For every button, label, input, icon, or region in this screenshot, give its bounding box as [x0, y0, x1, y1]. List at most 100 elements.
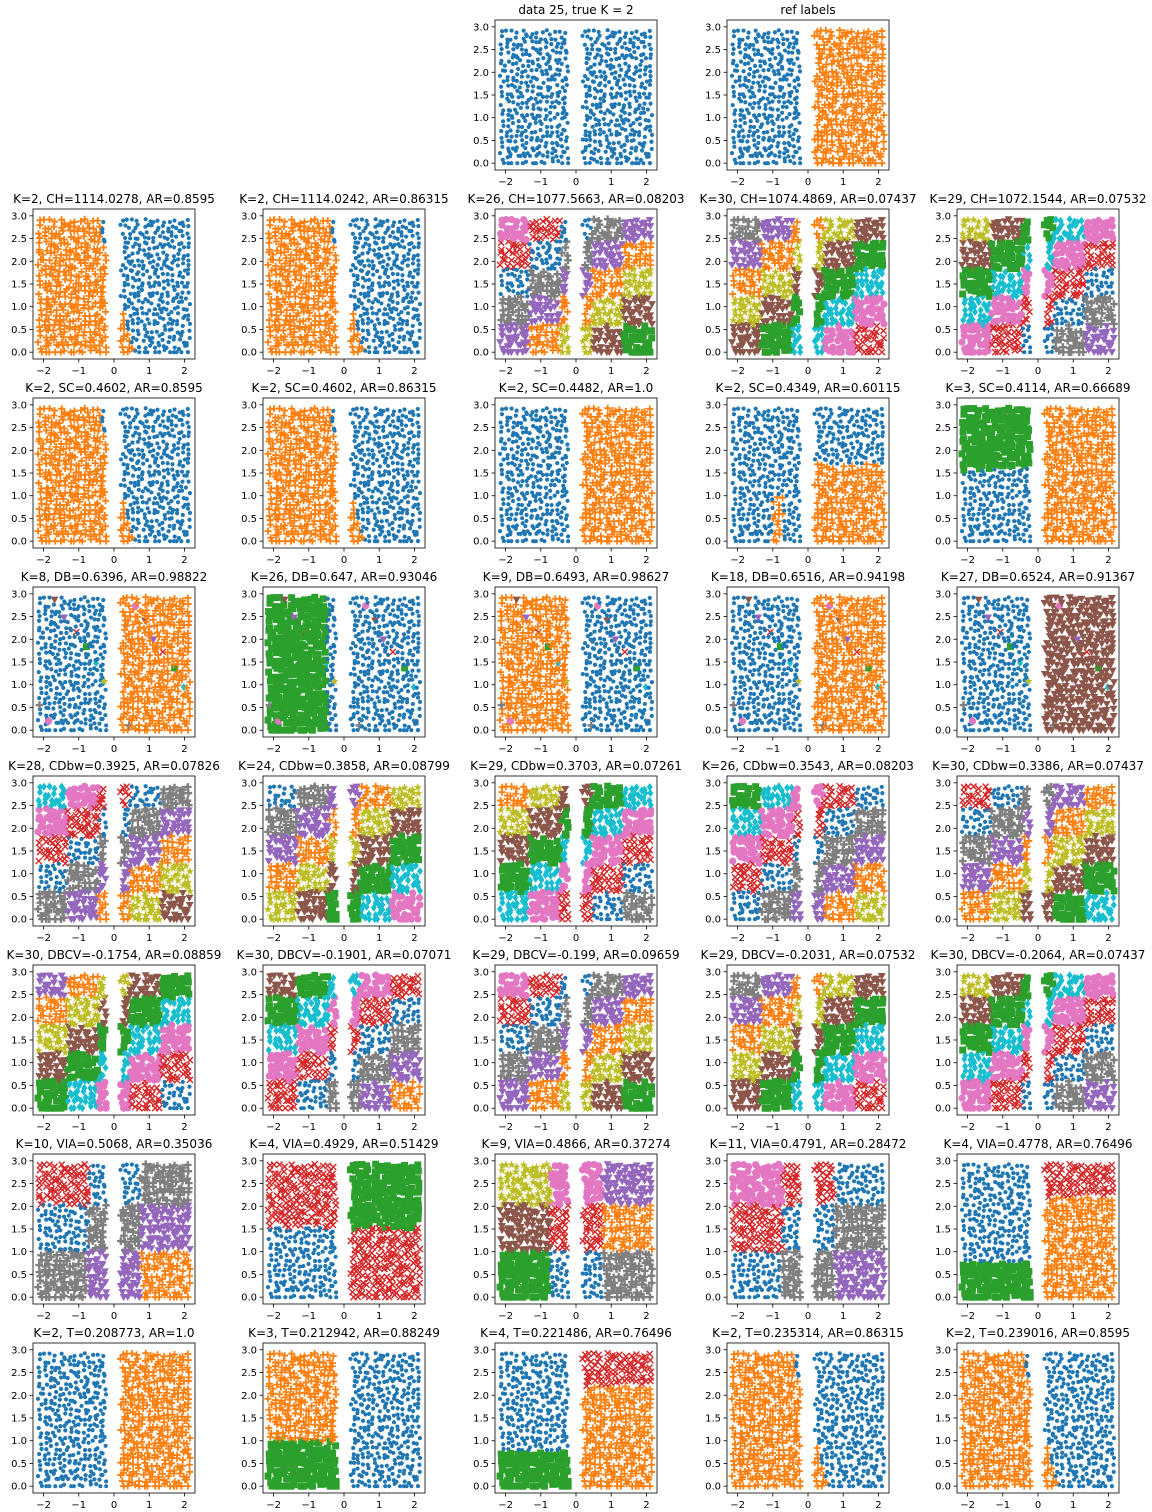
data-point — [1043, 310, 1051, 318]
data-point — [507, 108, 513, 113]
data-point — [648, 101, 653, 106]
data-point — [265, 230, 273, 238]
data-point — [547, 243, 552, 248]
y-tick-label: 2.0 — [705, 68, 721, 79]
data-point — [597, 132, 603, 137]
data-point — [1026, 251, 1033, 260]
data-point — [598, 101, 603, 106]
data-point — [375, 317, 380, 322]
data-point — [601, 116, 606, 122]
data-point — [818, 114, 826, 122]
data-point — [766, 40, 771, 45]
data-point — [745, 35, 750, 40]
data-point — [582, 316, 590, 324]
data-point — [183, 296, 189, 301]
x-tick-label: −1 — [765, 366, 780, 377]
data-point — [545, 130, 550, 135]
data-point — [591, 151, 596, 156]
data-point — [1076, 307, 1082, 312]
data-point — [522, 39, 528, 44]
data-point — [504, 44, 510, 49]
data-point — [563, 138, 569, 144]
data-point — [384, 267, 389, 272]
data-point — [405, 292, 410, 297]
data-point — [566, 161, 571, 166]
data-point — [416, 263, 421, 268]
data-point — [614, 156, 620, 161]
data-point — [144, 269, 150, 274]
data-point — [410, 323, 415, 329]
data-point — [762, 39, 767, 44]
data-point — [185, 253, 190, 258]
data-point — [599, 88, 604, 93]
data-point — [416, 290, 421, 295]
data-point — [499, 93, 505, 99]
data-point — [647, 91, 652, 97]
data-point — [641, 91, 647, 96]
data-point — [544, 28, 549, 33]
data-point — [639, 348, 647, 356]
data-point — [164, 253, 170, 258]
data-point — [504, 130, 510, 135]
data-point — [628, 151, 633, 156]
data-point — [547, 64, 553, 70]
data-point — [772, 153, 778, 158]
data-point — [128, 231, 133, 237]
data-point — [769, 114, 774, 119]
data-point — [621, 77, 626, 82]
data-point — [139, 305, 144, 311]
data-point — [512, 107, 518, 112]
data-point — [544, 71, 550, 77]
data-point — [506, 112, 511, 117]
y-tick-label: 2.5 — [11, 234, 27, 245]
data-point — [514, 53, 519, 59]
data-point — [554, 58, 559, 63]
data-point — [728, 339, 737, 347]
data-point — [530, 32, 535, 37]
data-point — [550, 48, 556, 53]
data-point — [878, 90, 886, 98]
data-point — [383, 280, 388, 285]
data-point — [528, 96, 534, 101]
data-point — [843, 45, 851, 53]
data-point — [506, 59, 512, 64]
data-point — [643, 65, 649, 70]
data-point — [155, 252, 160, 257]
data-point — [1028, 350, 1033, 355]
data-point — [780, 133, 785, 138]
data-point — [606, 122, 611, 127]
data-point — [414, 341, 419, 346]
data-point — [129, 259, 135, 264]
data-point — [126, 326, 131, 331]
data-point — [617, 85, 623, 91]
data-point — [179, 350, 184, 355]
data-point — [135, 321, 141, 326]
data-point — [648, 35, 653, 40]
data-point — [977, 306, 984, 315]
data-point — [1023, 218, 1031, 226]
data-point — [777, 150, 782, 155]
data-point — [602, 111, 607, 116]
data-point — [1059, 311, 1064, 316]
data-point — [525, 113, 530, 118]
data-point — [642, 101, 647, 106]
data-point — [746, 145, 751, 150]
data-point — [766, 30, 771, 36]
data-point — [538, 99, 543, 104]
y-tick-label: 1.5 — [473, 280, 489, 291]
data-point — [533, 120, 538, 125]
data-point — [837, 267, 845, 275]
data-point — [759, 153, 765, 158]
data-point — [639, 81, 645, 86]
data-point — [737, 96, 742, 101]
data-point — [535, 246, 540, 251]
data-point — [585, 77, 590, 82]
data-point — [751, 74, 756, 79]
data-point — [508, 152, 513, 157]
data-point — [520, 290, 525, 295]
data-point — [857, 251, 865, 259]
data-point — [300, 218, 308, 226]
data-point — [158, 234, 163, 239]
data-point — [369, 305, 374, 311]
data-point — [535, 100, 540, 105]
